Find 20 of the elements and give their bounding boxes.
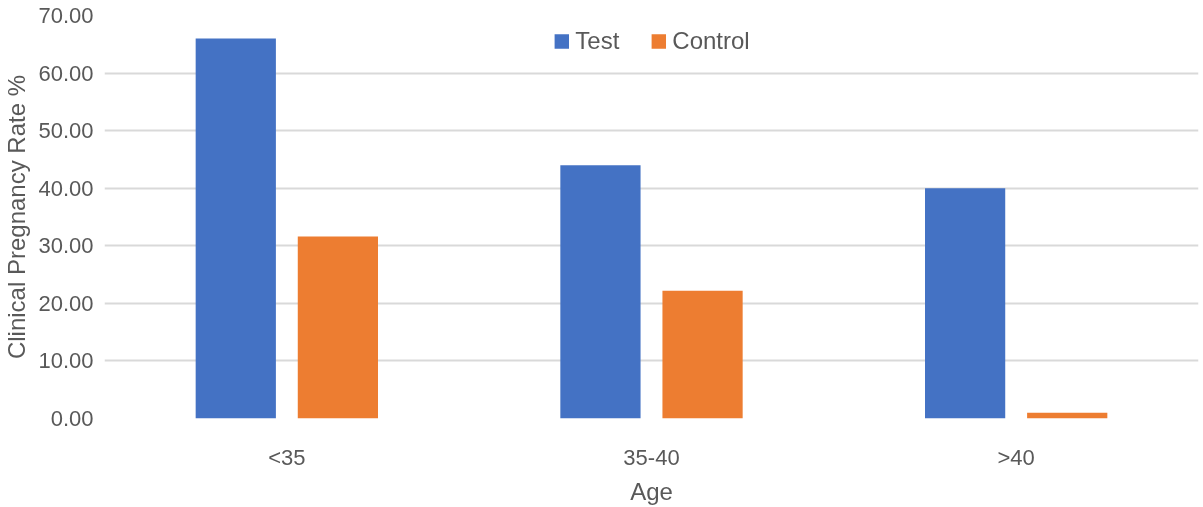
y-tick-label: 30.00 [38, 233, 94, 259]
y-tick-label: 0.00 [50, 406, 94, 431]
bar [925, 188, 1006, 419]
legend-label: Test [575, 27, 620, 55]
bar [560, 165, 641, 419]
y-axis-title: Clinical Pregnancy Rate % [3, 74, 31, 360]
y-tick-label: 50.00 [38, 118, 94, 144]
y-tick-label: 70.00 [38, 3, 94, 28]
legend-label: Control [672, 27, 750, 55]
bar [297, 236, 378, 419]
y-tick-label: 40.00 [38, 175, 94, 201]
bar [195, 38, 276, 419]
x-axis-title: Age [630, 477, 673, 505]
x-tick-label: 35-40 [623, 444, 680, 470]
x-tick-label: >40 [997, 444, 1035, 470]
y-tick-label: 10.00 [38, 348, 94, 374]
bar [662, 290, 743, 419]
y-tick-label: 60.00 [38, 60, 94, 86]
y-tick-label: 20.00 [38, 290, 94, 316]
x-tick-label: <35 [268, 444, 306, 470]
